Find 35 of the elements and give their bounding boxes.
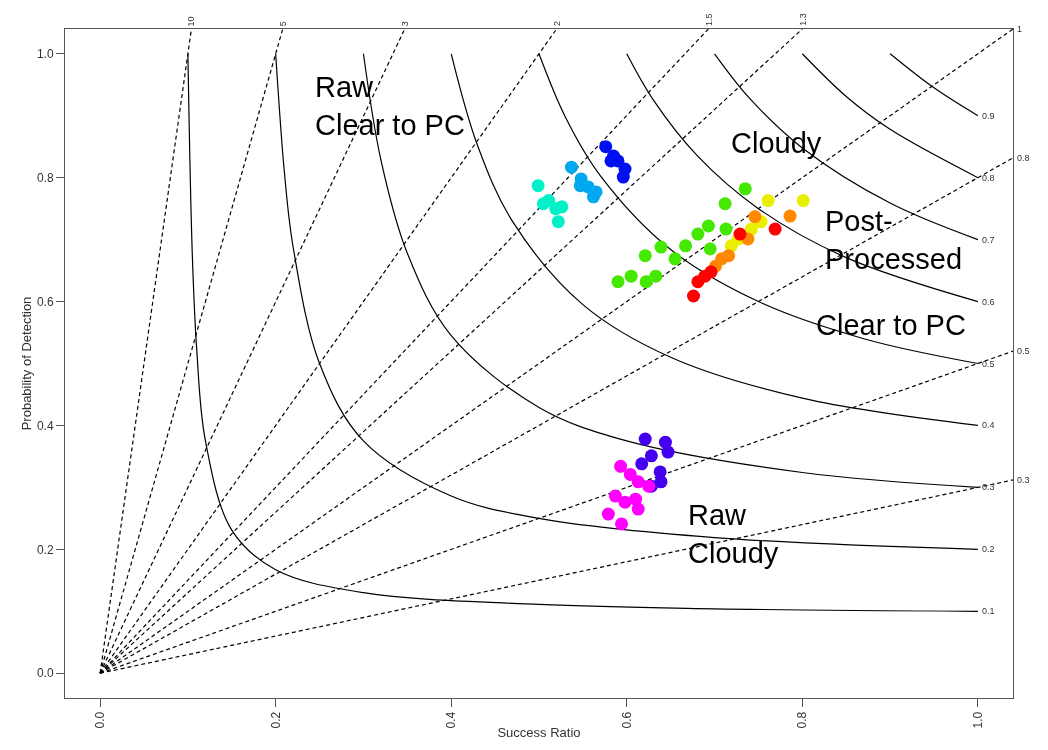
y-tick-label: 0.0 <box>36 666 54 681</box>
y-tick-label: 0.8 <box>36 170 54 185</box>
series-label: 0.2 <box>982 544 995 554</box>
series-label: 0.3 <box>1017 475 1030 485</box>
y-tick-label: 0.2 <box>36 542 54 557</box>
text: 10 <box>186 16 197 27</box>
y-tick-label: 1.0 <box>36 46 54 61</box>
x-tick-label: 0.8 <box>795 711 810 729</box>
annotation: Clear to PC <box>816 309 966 341</box>
series-label: 0.5 <box>982 359 995 369</box>
series-label: 0.8 <box>1017 153 1030 163</box>
series-label: 0.7 <box>982 235 995 245</box>
series-label: 0.6 <box>982 297 995 307</box>
text: 5 <box>278 21 289 27</box>
x-tick-label: 0.6 <box>619 711 634 729</box>
series-label: 0.3 <box>982 482 995 492</box>
series-label: 0.5 <box>1017 346 1030 356</box>
annotation: Raw Cloudy <box>688 499 779 569</box>
text: 3 <box>400 21 411 27</box>
text: 2 <box>552 21 563 27</box>
x-tick-label: 1.0 <box>970 711 985 729</box>
y-axis-title: Probability of Detection <box>18 296 34 431</box>
text: 1.5 <box>703 13 714 26</box>
y-tick-label: 0.4 <box>36 418 54 433</box>
series-label: 0.1 <box>982 606 995 616</box>
series-label: 0.8 <box>982 173 995 183</box>
x-tick-label: 0.4 <box>444 711 459 729</box>
x-tick-label: 0.0 <box>93 711 108 729</box>
series-label: 0.4 <box>982 420 995 430</box>
text: 1.3 <box>797 13 808 26</box>
y-tick-label: 0.6 <box>36 294 54 309</box>
series-label: 0.9 <box>982 111 995 121</box>
x-axis-title: Success Ratio <box>497 725 581 741</box>
x-tick-label: 0.2 <box>268 711 283 729</box>
series-label: 1 <box>1017 24 1023 34</box>
